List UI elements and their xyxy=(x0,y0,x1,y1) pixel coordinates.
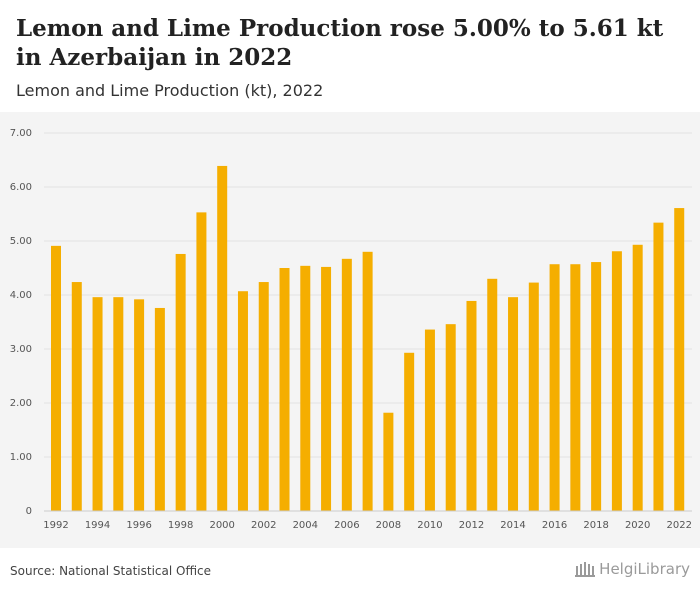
x-tick-label: 2010 xyxy=(417,520,442,531)
bar-2017 xyxy=(570,264,581,511)
y-tick-label: 3.00 xyxy=(10,344,32,355)
bar-2020 xyxy=(632,244,643,511)
brand-logo: HelgiLibrary xyxy=(575,560,690,578)
x-tick-label: 2000 xyxy=(209,520,234,531)
bar-chart: 0 1.00 2.00 3.00 4.00 5.00 6.00 7.00 1992 1994 199… xyxy=(10,128,692,531)
x-tick-label: 2008 xyxy=(376,520,401,531)
x-tick-label: 2022 xyxy=(666,520,691,531)
y-tick-label: 0 xyxy=(26,506,32,517)
bar-1994 xyxy=(92,297,103,511)
bar-2007 xyxy=(362,251,373,512)
y-tick-label: 6.00 xyxy=(10,182,32,193)
bar-2016 xyxy=(549,264,560,511)
bar-2010 xyxy=(424,329,435,511)
chart-subtitle: Lemon and Lime Production (kt), 2022 xyxy=(16,81,324,100)
x-tick-label: 1992 xyxy=(43,520,68,531)
y-tick-label: 2.00 xyxy=(10,398,32,409)
bar-2019 xyxy=(611,251,622,511)
chart-title: Lemon and Lime Production rose 5.00% to … xyxy=(16,15,664,71)
x-tick-label: 2018 xyxy=(583,520,608,531)
x-tick-label: 1994 xyxy=(85,520,110,531)
brand-name: HelgiLibrary xyxy=(599,560,690,578)
source-note: Source: National Statistical Office xyxy=(10,564,212,578)
bar-2006 xyxy=(341,258,352,511)
bar-1995 xyxy=(113,297,124,511)
x-tick-label: 2020 xyxy=(625,520,650,531)
x-tick-label: 2016 xyxy=(542,520,567,531)
bar-2022 xyxy=(674,208,685,511)
bar-2002 xyxy=(258,282,269,511)
bar-1997 xyxy=(154,307,165,511)
bar-2014 xyxy=(508,297,519,511)
bar-1993 xyxy=(71,282,82,511)
y-tick-label: 4.00 xyxy=(10,290,32,301)
bar-1999 xyxy=(196,212,207,511)
y-tick-label: 1.00 xyxy=(10,452,32,463)
bar-2005 xyxy=(321,266,332,511)
bar-2015 xyxy=(528,282,539,511)
bar-1996 xyxy=(134,299,145,511)
bar-2001 xyxy=(237,291,248,511)
x-tick-label: 1998 xyxy=(168,520,193,531)
x-tick-label: 2012 xyxy=(459,520,484,531)
bar-2018 xyxy=(591,262,602,511)
library-building-icon xyxy=(575,562,596,577)
x-tick-label: 2006 xyxy=(334,520,359,531)
bar-2021 xyxy=(653,222,664,511)
bar-2011 xyxy=(445,324,456,511)
bar-2004 xyxy=(300,265,311,511)
chart-header: Lemon and Lime Production rose 5.00% to … xyxy=(0,0,700,112)
y-tick-label: 5.00 xyxy=(10,236,32,247)
x-tick-label: 2014 xyxy=(500,520,525,531)
x-tick-label: 2004 xyxy=(293,520,318,531)
x-tick-label: 1996 xyxy=(126,520,151,531)
bar-2009 xyxy=(404,352,415,511)
y-tick-label: 7.00 xyxy=(10,128,32,139)
bar-1998 xyxy=(175,253,186,511)
bar-2003 xyxy=(279,268,290,511)
bar-2013 xyxy=(487,278,498,511)
bar-1992 xyxy=(51,245,61,512)
bar-2008 xyxy=(383,412,394,511)
chart-footer xyxy=(0,548,700,596)
x-tick-label: 2002 xyxy=(251,520,276,531)
bar-2012 xyxy=(466,300,477,511)
bar-2000 xyxy=(217,165,228,511)
